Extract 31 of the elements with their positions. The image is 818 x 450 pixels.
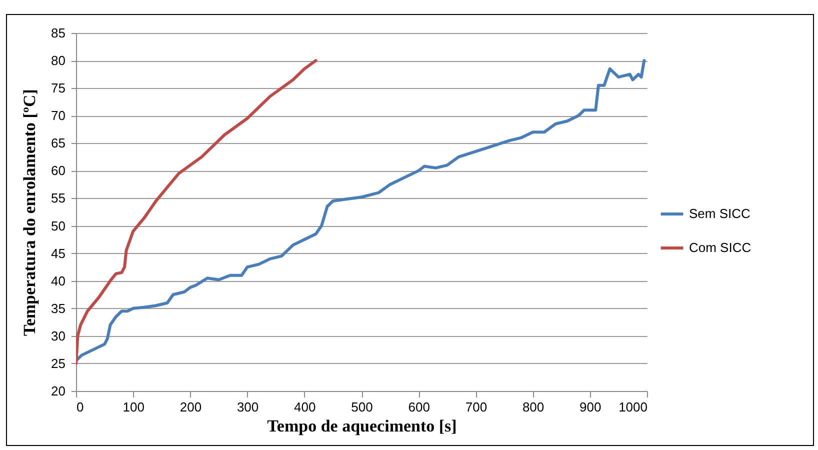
x-tick-label: 600 bbox=[408, 400, 430, 414]
y-tick-label: 60 bbox=[51, 163, 66, 178]
x-tick-label: 100 bbox=[122, 400, 144, 414]
line-series bbox=[76, 59, 318, 365]
x-tick-label: 700 bbox=[465, 400, 488, 414]
y-tick-label: 55 bbox=[51, 190, 66, 206]
y-tick-label: 35 bbox=[51, 300, 66, 316]
legend-label: Sem SICC bbox=[689, 206, 750, 221]
y-tick-label: 20 bbox=[51, 384, 66, 398]
y-tick-label: 70 bbox=[51, 108, 66, 124]
y-tick-label: 40 bbox=[51, 273, 66, 288]
y-axis-title: Temperatura do enrolamento [ºC] bbox=[20, 89, 40, 336]
x-axis-title: Tempo de aquecimento [s] bbox=[267, 416, 457, 436]
line-series bbox=[76, 59, 646, 362]
legend-label: Com SICC bbox=[689, 240, 752, 255]
x-tick-label: 400 bbox=[294, 400, 316, 414]
y-tick-label: 85 bbox=[51, 26, 66, 40]
y-tick-label: 80 bbox=[51, 53, 66, 68]
x-tick-label: 900 bbox=[580, 400, 602, 414]
x-tick-label: 500 bbox=[351, 400, 373, 414]
x-tick-label: 800 bbox=[522, 400, 544, 414]
y-tick-label: 45 bbox=[51, 246, 66, 261]
x-tick-label: 1000 bbox=[618, 400, 648, 414]
y-tick-label: 75 bbox=[51, 80, 66, 96]
x-tick-label: 300 bbox=[236, 400, 259, 414]
y-tick-label: 30 bbox=[51, 328, 66, 344]
x-tick-label: 0 bbox=[76, 400, 84, 414]
y-tick-label: 50 bbox=[51, 218, 66, 234]
x-tick-label: 200 bbox=[180, 400, 202, 414]
y-tick-label: 65 bbox=[51, 136, 66, 151]
y-tick-label: 25 bbox=[51, 356, 66, 371]
